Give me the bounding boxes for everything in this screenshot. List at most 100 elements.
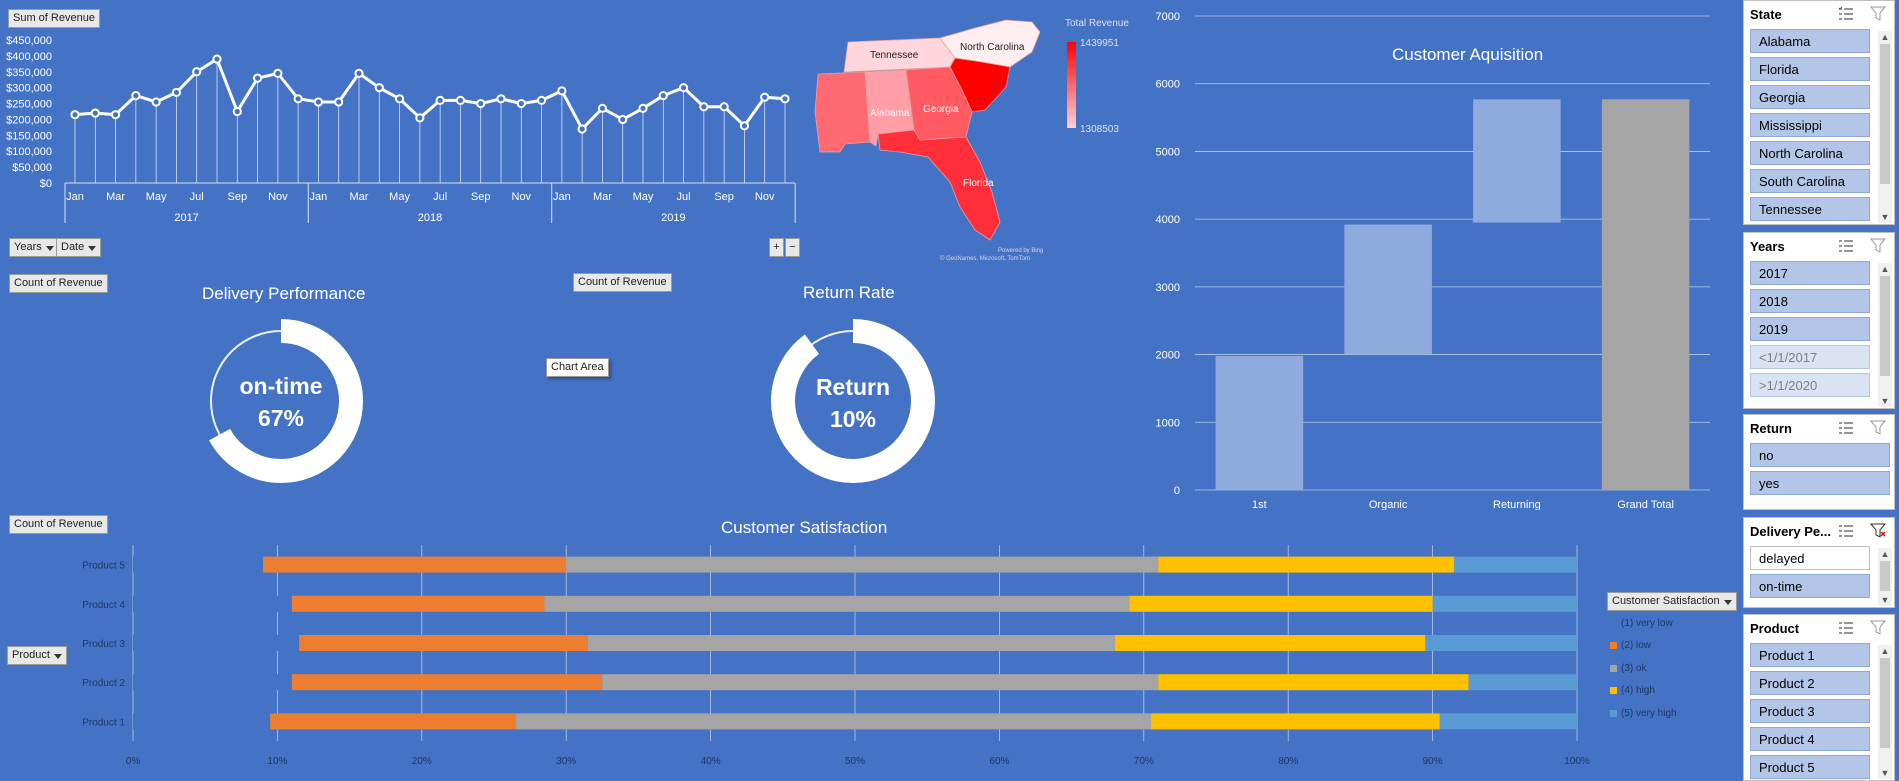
customer-acquisition-chart[interactable]: Customer Aquisition 7000 6000 5000 4000 3000…	[1140, 0, 1740, 510]
satisfaction-bar-segment[interactable]	[299, 635, 588, 651]
revenue-data-point[interactable]	[334, 97, 344, 107]
revenue-data-point[interactable]	[678, 83, 689, 93]
satisfaction-bar-segment[interactable]	[1468, 674, 1577, 691]
slicer-item[interactable]: on-time	[1750, 574, 1870, 598]
slicer-item[interactable]: 2019	[1750, 317, 1870, 341]
state-revenue-map[interactable]: Tennessee North Carolina Alabama Georgia…	[810, 12, 1140, 272]
revenue-data-point[interactable]	[415, 113, 425, 123]
revenue-data-point[interactable]	[638, 103, 648, 113]
delivery-performance-donut[interactable]: on-time 67%	[196, 316, 366, 486]
delivery-performance-slicer[interactable]: Delivery Pe... delayed on-time ▲ ▼	[1743, 517, 1895, 608]
product-slicer[interactable]: Product Product 1 Product 2 Product 3 Produ…	[1743, 614, 1895, 781]
revenue-data-point[interactable]	[496, 94, 506, 104]
state-slicer[interactable]: State Alabama Florida Georgia Mississippi No…	[1743, 0, 1895, 225]
customer-satisfaction-field-button[interactable]: Customer Satisfaction	[1607, 592, 1737, 611]
revenue-data-point[interactable]	[557, 86, 567, 96]
slicer-item[interactable]: >1/1/2020	[1750, 373, 1870, 397]
slicer-item[interactable]: Product 1	[1750, 643, 1870, 667]
satisfaction-bar-segment[interactable]	[602, 674, 1159, 691]
acquisition-bar[interactable]	[1215, 355, 1304, 490]
satisfaction-bar-segment[interactable]	[262, 556, 567, 573]
revenue-data-point[interactable]	[760, 92, 770, 102]
product-slicer-scrollbar[interactable]: ▲ ▼	[1878, 645, 1892, 779]
revenue-data-point[interactable]	[476, 98, 486, 109]
multi-select-icon[interactable]	[1838, 238, 1854, 253]
revenue-data-point[interactable]	[131, 91, 141, 101]
revenue-data-point[interactable]	[739, 121, 750, 131]
scroll-up-icon[interactable]: ▲	[1880, 646, 1890, 656]
collapse-field-button[interactable]: −	[785, 238, 800, 257]
revenue-data-point[interactable]	[252, 73, 263, 83]
satisfaction-bar-segment[interactable]	[133, 713, 271, 730]
acquisition-bar[interactable]	[1344, 224, 1432, 355]
revenue-data-point[interactable]	[435, 95, 445, 105]
satisfaction-bar-segment[interactable]	[1425, 635, 1577, 651]
satisfaction-bar-segment[interactable]	[133, 674, 292, 691]
satisfaction-bar-segment[interactable]	[566, 556, 1159, 573]
revenue-data-point[interactable]	[597, 103, 608, 113]
satisfaction-bar-segment[interactable]	[133, 556, 263, 573]
satisfaction-bar-segment[interactable]	[1432, 595, 1577, 612]
satisfaction-bar-segment[interactable]	[1158, 674, 1469, 691]
scroll-up-icon[interactable]: ▲	[1880, 549, 1890, 559]
satisfaction-bar-segment[interactable]	[544, 595, 1130, 612]
return-slicer[interactable]: Return no yes	[1743, 414, 1895, 510]
satisfaction-bar-segment[interactable]	[1129, 595, 1433, 612]
revenue-data-point[interactable]	[70, 110, 80, 120]
delivery-slicer-scrollbar[interactable]: ▲ ▼	[1878, 548, 1892, 606]
years-slicer[interactable]: Years 2017 2018 2019 <1/1/2017 >1/1/2020 ▲ ▼	[1743, 232, 1895, 409]
revenue-data-point[interactable]	[171, 87, 182, 98]
revenue-data-point[interactable]	[212, 54, 222, 64]
slicer-item[interactable]: Mississippi	[1750, 113, 1870, 137]
satisfaction-bar-segment[interactable]	[291, 674, 603, 691]
slicer-item[interactable]: Georgia	[1750, 85, 1870, 109]
revenue-data-point[interactable]	[232, 106, 242, 117]
satisfaction-bar-segment[interactable]	[133, 635, 300, 651]
revenue-data-point[interactable]	[90, 108, 100, 118]
scroll-down-icon[interactable]: ▼	[1880, 212, 1890, 222]
satisfaction-bar-segment[interactable]	[587, 635, 1115, 651]
slicer-item[interactable]: Product 2	[1750, 671, 1870, 695]
satisfaction-bar-segment[interactable]	[1114, 635, 1426, 651]
scroll-down-icon[interactable]: ▼	[1880, 396, 1890, 406]
clear-filter-icon[interactable]	[1870, 620, 1886, 635]
expand-field-button[interactable]: +	[769, 238, 784, 257]
revenue-data-point[interactable]	[273, 68, 283, 78]
count-revenue-field-button-satisfaction[interactable]: Count of Revenue	[9, 515, 108, 534]
date-field-button[interactable]: Date	[56, 238, 102, 257]
revenue-data-point[interactable]	[516, 98, 526, 109]
satisfaction-bar-segment[interactable]	[270, 713, 516, 730]
slicer-item[interactable]: Tennessee	[1750, 197, 1870, 221]
revenue-data-point[interactable]	[536, 95, 547, 105]
slicer-item[interactable]: Product 3	[1750, 699, 1870, 723]
count-revenue-field-button-return[interactable]: Count of Revenue	[573, 273, 672, 292]
sum-revenue-field-button[interactable]: Sum of Revenue	[8, 9, 100, 28]
satisfaction-bar-segment[interactable]	[1454, 556, 1577, 573]
clear-filter-icon[interactable]	[1870, 6, 1886, 21]
slicer-item[interactable]: Alabama	[1750, 29, 1870, 53]
acquisition-bar[interactable]	[1601, 99, 1690, 490]
revenue-data-point[interactable]	[313, 97, 324, 107]
revenue-data-point[interactable]	[151, 97, 161, 107]
scroll-up-icon[interactable]: ▲	[1880, 32, 1890, 42]
revenue-data-point[interactable]	[394, 94, 405, 104]
revenue-line-chart[interactable]: $450,000 $400,000 $350,000 $300,000 $250,000…	[0, 25, 805, 235]
revenue-data-point[interactable]	[354, 68, 364, 78]
clear-filter-active-icon[interactable]	[1870, 523, 1886, 538]
revenue-data-point[interactable]	[618, 114, 628, 125]
revenue-data-point[interactable]	[192, 67, 202, 77]
slicer-item[interactable]: Product 4	[1750, 727, 1870, 751]
slicer-item[interactable]: Product 5	[1750, 755, 1870, 779]
multi-select-icon[interactable]	[1838, 620, 1854, 635]
years-field-button[interactable]: Years	[9, 238, 59, 257]
product-field-button[interactable]: Product	[7, 646, 67, 665]
revenue-data-point[interactable]	[780, 94, 790, 104]
revenue-data-point[interactable]	[699, 102, 709, 112]
clear-filter-icon[interactable]	[1870, 238, 1886, 253]
scroll-up-icon[interactable]: ▲	[1880, 264, 1890, 274]
years-slicer-scrollbar[interactable]: ▲ ▼	[1878, 263, 1892, 407]
acquisition-bar[interactable]	[1473, 99, 1561, 223]
customer-satisfaction-chart[interactable]: Product 5 Product 4 Product 3 Product 2 Prod…	[60, 545, 1600, 780]
slicer-item[interactable]: <1/1/2017	[1750, 345, 1870, 369]
revenue-data-point[interactable]	[293, 94, 303, 104]
